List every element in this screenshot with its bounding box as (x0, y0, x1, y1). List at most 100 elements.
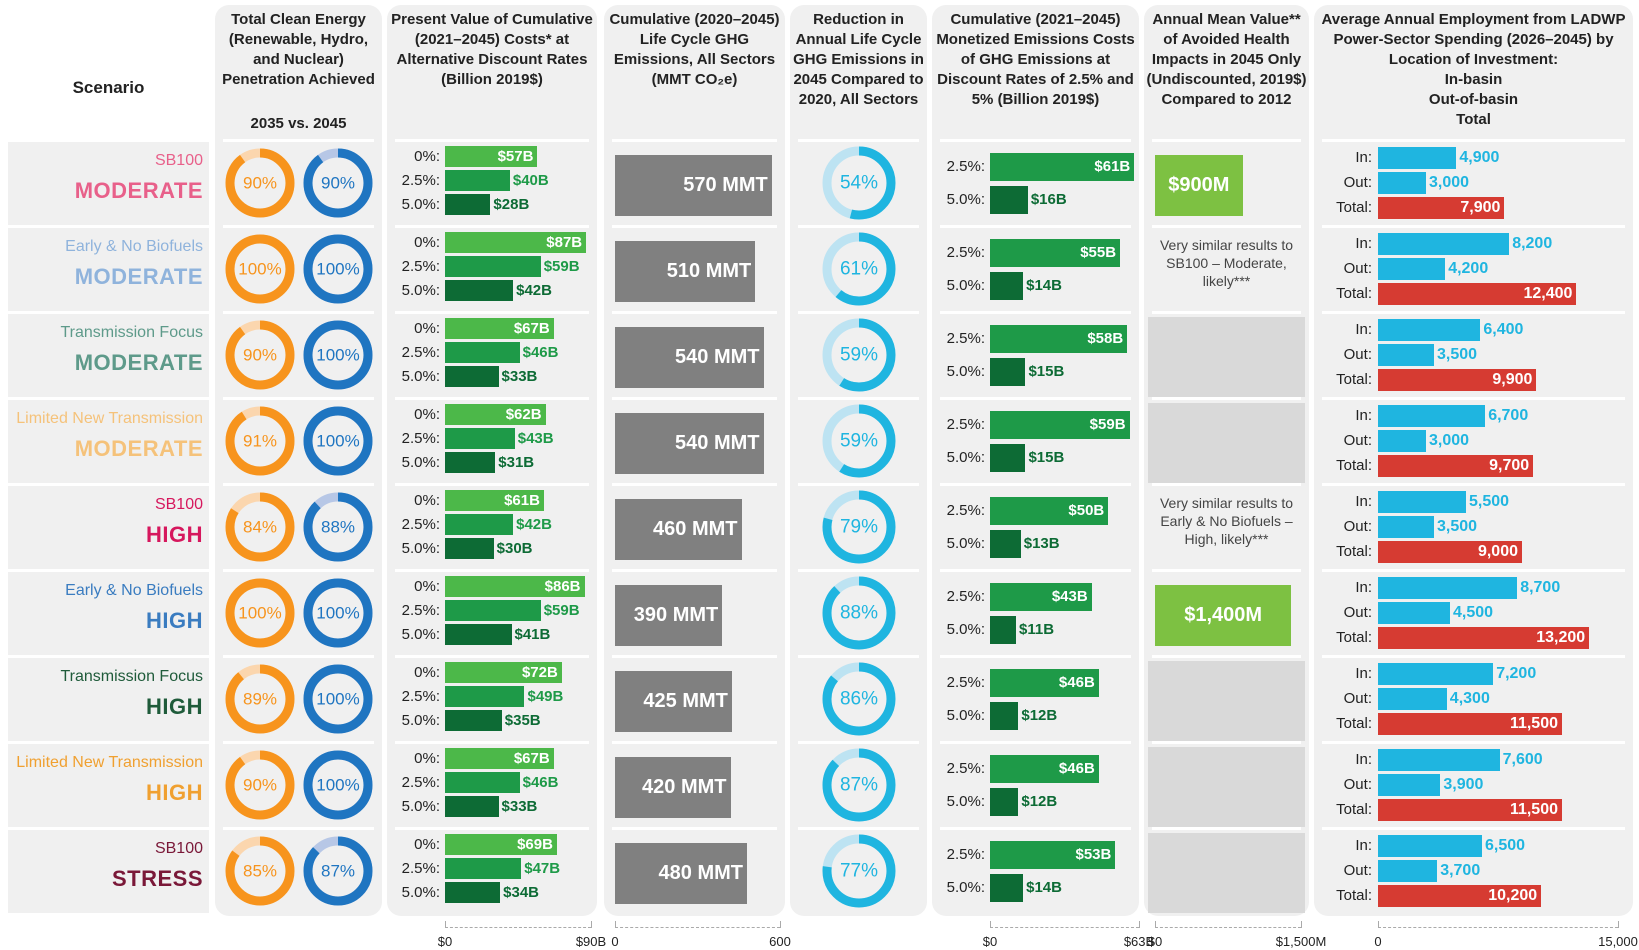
monetized-bar (990, 530, 1021, 558)
donut-arc (225, 492, 295, 562)
row-separator (223, 741, 374, 744)
donut-arc (225, 148, 295, 218)
ghg-bar (615, 671, 732, 732)
cost-bar (445, 280, 514, 301)
row-separator (395, 827, 589, 830)
cost-bar (445, 232, 587, 253)
ghg-bar-label: 570 MMT (683, 174, 768, 196)
cost-bar (445, 834, 557, 855)
employment-bar (1378, 774, 1441, 796)
axis-line (1378, 927, 1618, 928)
ghg-bar (615, 327, 764, 388)
row-background (8, 830, 209, 913)
donut-arc (822, 404, 896, 478)
cost-bar (445, 538, 494, 559)
donut-label: 100% (238, 260, 281, 279)
cost-bar (445, 404, 546, 425)
scenario-name: SB100 (154, 840, 203, 857)
row-separator (798, 827, 919, 830)
row-separator (1322, 741, 1625, 744)
row-separator (395, 311, 589, 314)
row-separator (1152, 397, 1301, 400)
donut-arc (822, 576, 896, 650)
donut-label: 100% (316, 690, 359, 709)
employment-bar-label: 9,700 (1489, 457, 1530, 474)
column-header: Cumulative (2021–2045) Monetized Emissio… (936, 11, 1135, 108)
cost-bar-label: $67B (513, 750, 550, 767)
cost-bar (445, 600, 541, 621)
cost-bar (445, 882, 501, 903)
scenario-name: Limited New Transmission (16, 410, 203, 427)
rate-label: 2.5%: (401, 516, 440, 533)
rate-label: 5.0%: (401, 282, 440, 299)
donut-arc (225, 750, 295, 820)
column-header: Reduction in Annual Life Cycle GHG Emiss… (793, 11, 924, 108)
column-subheader: 2035 vs. 2045 (250, 115, 347, 132)
scenario-name: Early & No Biofuels (65, 582, 203, 599)
monetized-bar (990, 583, 1092, 611)
row-separator (395, 483, 589, 486)
rate-label: 0%: (414, 664, 440, 681)
rate-label: 5.0%: (946, 793, 985, 810)
cost-bar (445, 748, 554, 769)
column-header: Average Annual Employment from LADWP Pow… (1321, 11, 1626, 68)
rate-label: 2.5%: (401, 344, 440, 361)
donut-arc (303, 406, 373, 476)
donut-arc (225, 234, 295, 304)
ghg-bar-label: 425 MMT (643, 690, 728, 712)
employment-bar (1378, 516, 1434, 538)
column-subheader: Total (1456, 111, 1491, 128)
cost-bar-label: $42B (516, 282, 552, 299)
cost-bar-label: $87B (546, 234, 583, 251)
monetized-bar-label: $43B (1051, 588, 1088, 605)
tick-label: 0 (1374, 934, 1382, 949)
employment-label: Out: (1343, 862, 1372, 879)
donut-arc (303, 148, 373, 218)
axis-line (445, 927, 591, 928)
cost-bar (445, 318, 554, 339)
employment-bar (1378, 602, 1450, 624)
row-background (8, 486, 209, 569)
rate-label: 2.5%: (946, 502, 985, 519)
monetized-bar-label: $55B (1080, 244, 1117, 261)
cost-bar-label: $57B (497, 148, 534, 165)
row-separator (223, 139, 374, 142)
employment-bar (1378, 233, 1510, 255)
donut-arc (822, 662, 896, 736)
tick-label: $90B (575, 934, 607, 949)
employment-bar-label: 8,200 (1512, 235, 1553, 252)
monetized-bar-label: $13B (1023, 535, 1060, 552)
monetized-bar-label: $12B (1021, 793, 1058, 810)
cost-bar-label: $34B (503, 884, 539, 901)
rate-label: 5.0%: (401, 368, 440, 385)
row-separator (223, 397, 374, 400)
cost-bar-label: $47B (524, 860, 561, 877)
row-separator (798, 741, 919, 744)
employment-bar (1378, 491, 1466, 513)
scenario-level: MODERATE (74, 178, 203, 203)
donut-arc (303, 578, 373, 648)
row-separator (798, 569, 919, 572)
scenario-name: Transmission Focus (60, 668, 203, 685)
cost-bar (445, 342, 520, 363)
monetized-bar-label: $46B (1058, 760, 1095, 777)
row-background (8, 572, 209, 655)
monetized-bar-label: $16B (1030, 191, 1067, 208)
scenario-level: STRESS (111, 866, 203, 891)
health-label: $1,400M (1184, 604, 1263, 626)
scenario-level: MODERATE (74, 350, 203, 375)
row-separator (798, 655, 919, 658)
employment-bar-label: 3,500 (1437, 518, 1478, 535)
donut-arc (822, 146, 896, 220)
employment-bar (1378, 455, 1534, 477)
row-separator (1322, 397, 1625, 400)
rate-label: 5.0%: (401, 540, 440, 557)
employment-label: In: (1355, 665, 1372, 682)
rate-label: 5.0%: (401, 884, 440, 901)
donut-label: 54% (840, 173, 878, 194)
employment-bar (1378, 147, 1457, 169)
employment-bar-label: 11,500 (1509, 801, 1558, 818)
axis-line (1155, 927, 1301, 928)
row-separator (1322, 827, 1625, 830)
